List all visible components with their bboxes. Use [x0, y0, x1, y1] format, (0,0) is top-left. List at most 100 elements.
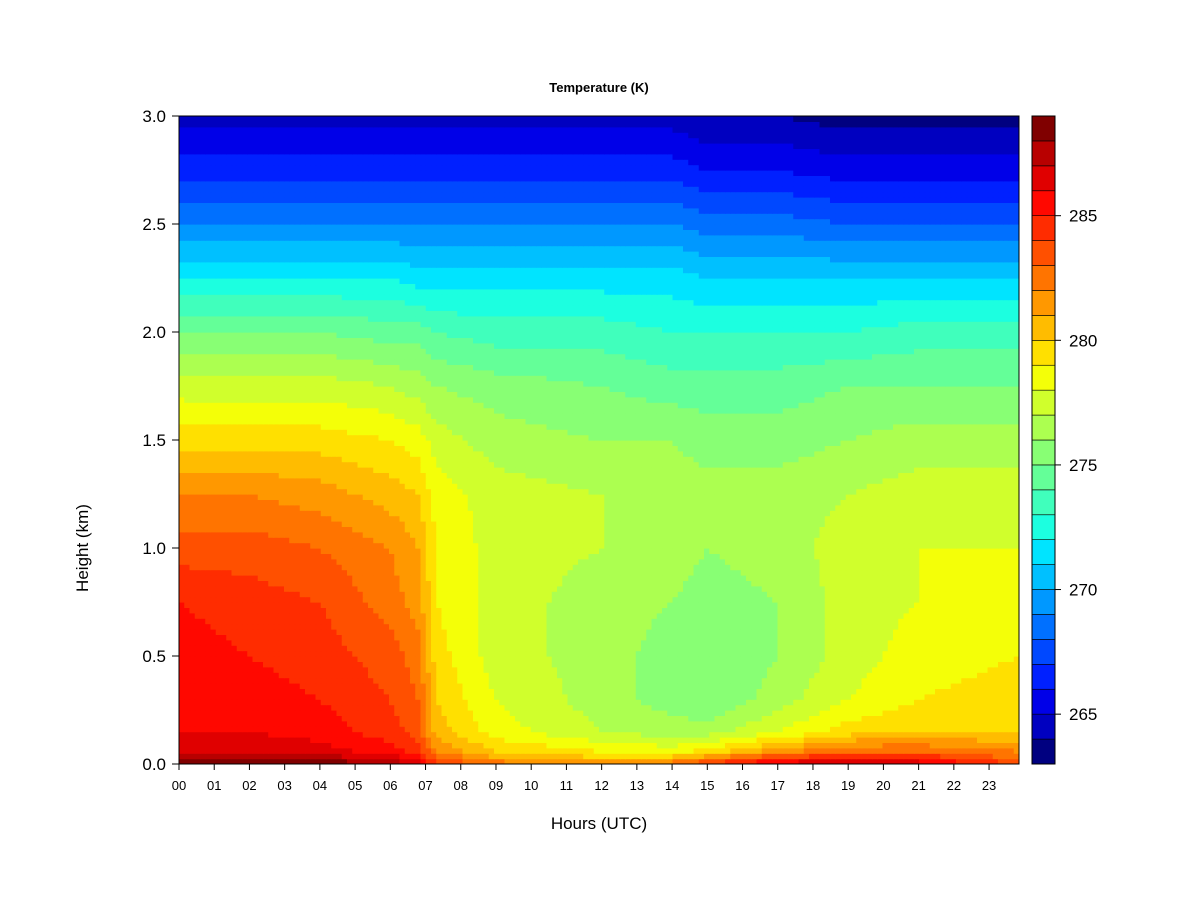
heatmap-cell [756, 683, 763, 689]
heatmap-cell [557, 612, 563, 619]
heatmap-cell [593, 672, 600, 679]
heatmap-cell [646, 715, 653, 722]
heatmap-cell [252, 634, 259, 641]
heatmap-cell [278, 656, 285, 662]
heatmap-cell [777, 623, 784, 630]
heatmap-cell [777, 720, 784, 727]
heatmap-cell [525, 747, 532, 754]
heatmap-cell [530, 715, 537, 722]
heatmap-cell [247, 661, 254, 668]
heatmap-cell [819, 672, 826, 679]
heatmap-cell [798, 710, 805, 716]
heatmap-cell [950, 693, 957, 700]
heatmap-cell [914, 693, 920, 700]
heatmap-cell [798, 715, 805, 722]
heatmap-cell [914, 672, 920, 679]
heatmap-cell [646, 720, 653, 727]
heatmap-cell [357, 737, 364, 743]
heatmap-cell [541, 710, 548, 716]
heatmap-cell [320, 683, 327, 689]
heatmap-cell [362, 683, 369, 689]
heatmap-cell [625, 699, 632, 706]
heatmap-cell [457, 634, 464, 641]
heatmap-cell [257, 629, 264, 635]
heatmap-cell [236, 704, 243, 711]
heatmap-cell [310, 661, 317, 668]
heatmap-cell [1008, 661, 1015, 668]
heatmap-cell [410, 710, 416, 716]
heatmap-cell [956, 715, 962, 722]
heatmap-cell [231, 758, 238, 764]
heatmap-cell [893, 602, 899, 608]
heatmap-cell [504, 596, 511, 603]
heatmap-cell [383, 737, 390, 743]
heatmap-cell [740, 704, 747, 711]
heatmap-cell [499, 753, 506, 760]
heatmap-cell [667, 758, 674, 764]
heatmap-cell [945, 720, 952, 727]
heatmap-cell [362, 612, 369, 619]
heatmap-cell [394, 629, 401, 635]
heatmap-cell [956, 596, 962, 603]
heatmap-cell [320, 623, 327, 630]
heatmap-cell [289, 715, 296, 722]
heatmap-cell [441, 731, 448, 738]
heatmap-cell [294, 623, 301, 630]
heatmap-cell [877, 737, 884, 743]
heatmap-cell [1013, 639, 1019, 646]
heatmap-cell [588, 623, 595, 630]
heatmap-cell [452, 677, 458, 684]
heatmap-cell [515, 639, 521, 646]
heatmap-cell [793, 726, 800, 733]
heatmap-cell [756, 639, 763, 646]
heatmap-cell [289, 742, 296, 749]
heatmap-cell [194, 742, 201, 749]
heatmap-cell [788, 672, 794, 679]
heatmap-cell [221, 672, 227, 679]
heatmap-cell [588, 699, 595, 706]
heatmap-cell [341, 661, 348, 668]
heatmap-cell [399, 693, 406, 700]
heatmap-cell [877, 699, 884, 706]
heatmap-cell [704, 661, 710, 668]
heatmap-cell [546, 666, 553, 673]
heatmap-cell [399, 672, 406, 679]
heatmap-cell [341, 715, 348, 722]
chart-title: Temperature (K) [549, 80, 648, 95]
heatmap-cell [362, 715, 369, 722]
heatmap-cell [194, 747, 201, 754]
heatmap-cell [840, 753, 847, 760]
heatmap-cell [782, 688, 789, 695]
heatmap-cell [446, 699, 453, 706]
heatmap-cell [194, 693, 201, 700]
heatmap-cell [819, 677, 826, 684]
heatmap-cell [693, 688, 700, 695]
heatmap-cell [383, 650, 390, 657]
heatmap-cell [205, 737, 212, 743]
heatmap-cell [908, 650, 915, 657]
heatmap-cell [672, 726, 679, 733]
heatmap-cell [305, 607, 311, 614]
heatmap-cell [215, 710, 222, 716]
heatmap-cell [929, 645, 936, 652]
heatmap-cell [714, 650, 721, 657]
heatmap-cell [614, 731, 621, 738]
heatmap-cell [809, 645, 815, 652]
heatmap-cell [504, 758, 511, 764]
heatmap-cell [462, 726, 469, 733]
heatmap-cell [604, 758, 611, 764]
heatmap-cell [630, 602, 637, 608]
heatmap-cell [247, 629, 254, 635]
heatmap-cell [777, 661, 784, 668]
heatmap-cell [609, 731, 616, 738]
heatmap-cell [919, 699, 926, 706]
heatmap-cell [761, 683, 768, 689]
heatmap-cell [992, 656, 999, 662]
heatmap-cell [215, 629, 222, 635]
heatmap-cell [210, 688, 217, 695]
heatmap-cell [263, 720, 269, 727]
heatmap-cell [189, 612, 196, 619]
heatmap-cell [814, 602, 821, 608]
heatmap-cell [562, 618, 569, 625]
heatmap-cell [798, 737, 805, 743]
